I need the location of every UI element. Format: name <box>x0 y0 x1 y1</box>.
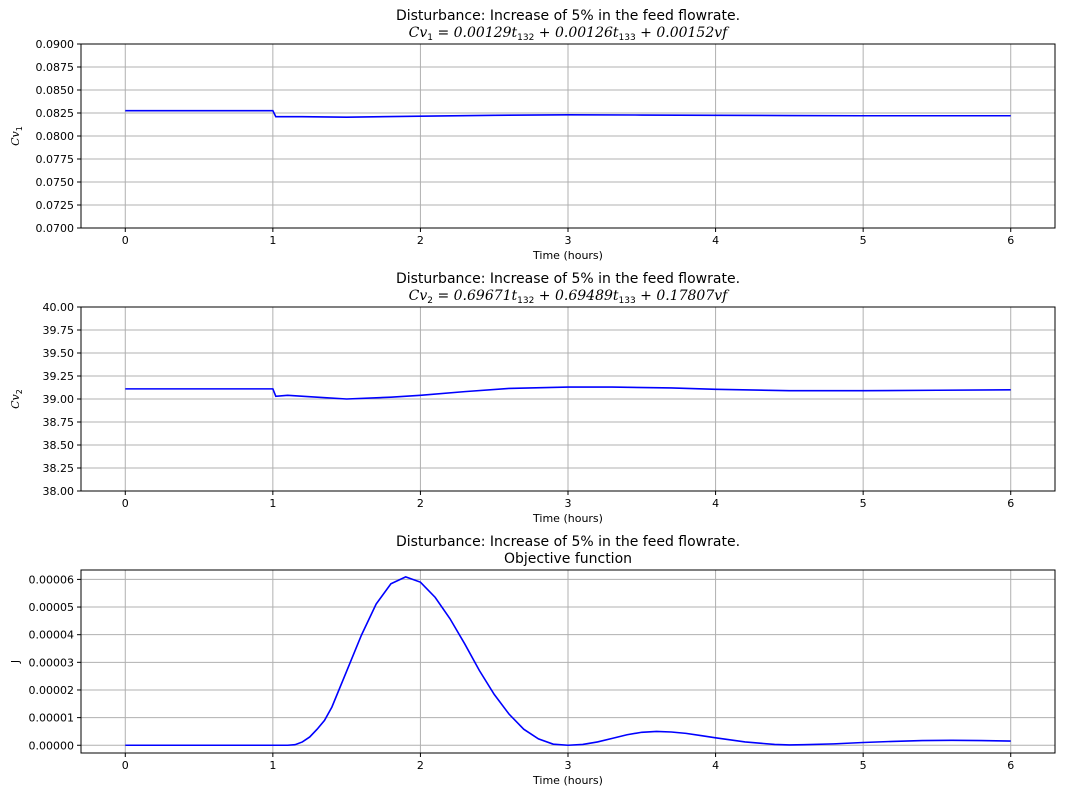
series-line <box>125 576 1011 747</box>
x-tick-label: 6 <box>1007 759 1014 772</box>
x-tick-label: 6 <box>1007 234 1014 247</box>
x-axis-label: Time (hours) <box>532 774 603 787</box>
y-axis-label: J <box>9 660 22 664</box>
y-axis-label: Cv2 <box>9 389 24 409</box>
x-tick-label: 0 <box>122 234 129 247</box>
y-tick-label: 0.0850 <box>36 84 75 97</box>
y-tick-label: 38.00 <box>43 485 75 498</box>
y-tick-label: 39.00 <box>43 393 75 406</box>
x-tick-label: 2 <box>417 497 424 510</box>
x-tick-label: 4 <box>712 497 719 510</box>
y-tick-label: 0.0800 <box>36 130 75 143</box>
y-tick-label: 0.00000 <box>29 739 75 752</box>
x-axis-label: Time (hours) <box>532 512 603 525</box>
x-tick-label: 5 <box>860 497 867 510</box>
y-axis-label: Cv1 <box>9 126 24 146</box>
chart-subtitle: Cv2 = 0.69671t132 + 0.69489t133 + 0.1780… <box>409 288 730 306</box>
y-tick-label: 0.00004 <box>29 629 75 642</box>
y-tick-label: 40.00 <box>43 301 75 314</box>
chart-subtitle: Objective function <box>504 551 632 567</box>
x-tick-label: 4 <box>712 234 719 247</box>
grid <box>81 306 1055 492</box>
x-tick-label: 3 <box>565 234 572 247</box>
y-tick-label: 39.25 <box>43 370 75 383</box>
y-tick-label: 0.0700 <box>36 222 75 235</box>
subplot-3: 0 1 2 3 4 5 6 0.00000 0.00001 0.00002 0.00003 0.000… <box>9 534 1056 787</box>
series-line <box>125 386 1011 400</box>
y-tick-label: 0.0750 <box>36 176 75 189</box>
chart-title: Disturbance: Increase of 5% in the feed … <box>396 534 740 550</box>
y-tick-label: 0.00003 <box>29 656 75 669</box>
grid <box>81 570 1055 753</box>
y-tick-label: 0.00006 <box>29 573 75 586</box>
y-tick-label: 38.25 <box>43 462 75 475</box>
x-tick-label: 0 <box>122 497 129 510</box>
x-tick-label: 1 <box>269 234 276 247</box>
y-tick-label: 39.50 <box>43 347 75 360</box>
x-tick-label: 2 <box>417 234 424 247</box>
y-tick-label: 0.00002 <box>29 684 75 697</box>
y-tick-label: 38.50 <box>43 439 75 452</box>
y-tick-label: 0.00005 <box>29 601 75 614</box>
x-tick-label: 1 <box>269 759 276 772</box>
y-tick-label: 0.0875 <box>36 61 75 74</box>
x-tick-label: 4 <box>712 759 719 772</box>
x-tick-label: 5 <box>860 759 867 772</box>
x-tick-label: 1 <box>269 497 276 510</box>
y-tick-label: 0.0725 <box>36 199 75 212</box>
x-tick-label: 0 <box>122 759 129 772</box>
chart-title: Disturbance: Increase of 5% in the feed … <box>396 271 740 287</box>
subplot-1: 0 1 2 3 4 5 6 0.0700 0.0725 0.0750 0.0775 0.0800 0.0… <box>9 8 1056 262</box>
y-tick-label: 38.75 <box>43 416 75 429</box>
y-tick-label: 0.0825 <box>36 107 75 120</box>
chart-subtitle: Cv1 = 0.00129t132 + 0.00126t133 + 0.0015… <box>409 25 730 43</box>
series-line <box>125 109 1011 118</box>
y-tick-label: 39.75 <box>43 324 75 337</box>
chart-title: Disturbance: Increase of 5% in the feed … <box>396 8 740 24</box>
y-tick-label: 0.0900 <box>36 38 75 51</box>
x-tick-label: 3 <box>565 497 572 510</box>
x-tick-label: 5 <box>860 234 867 247</box>
x-axis-label: Time (hours) <box>532 249 603 262</box>
x-tick-label: 3 <box>565 759 572 772</box>
subplot-2: 0 1 2 3 4 5 6 38.00 38.25 38.50 38.75 39.00 39.25 39.… <box>9 271 1056 525</box>
y-tick-label: 0.00001 <box>29 712 75 725</box>
y-tick-label: 0.0775 <box>36 153 75 166</box>
grid <box>81 43 1055 229</box>
x-tick-label: 2 <box>417 759 424 772</box>
x-tick-label: 6 <box>1007 497 1014 510</box>
